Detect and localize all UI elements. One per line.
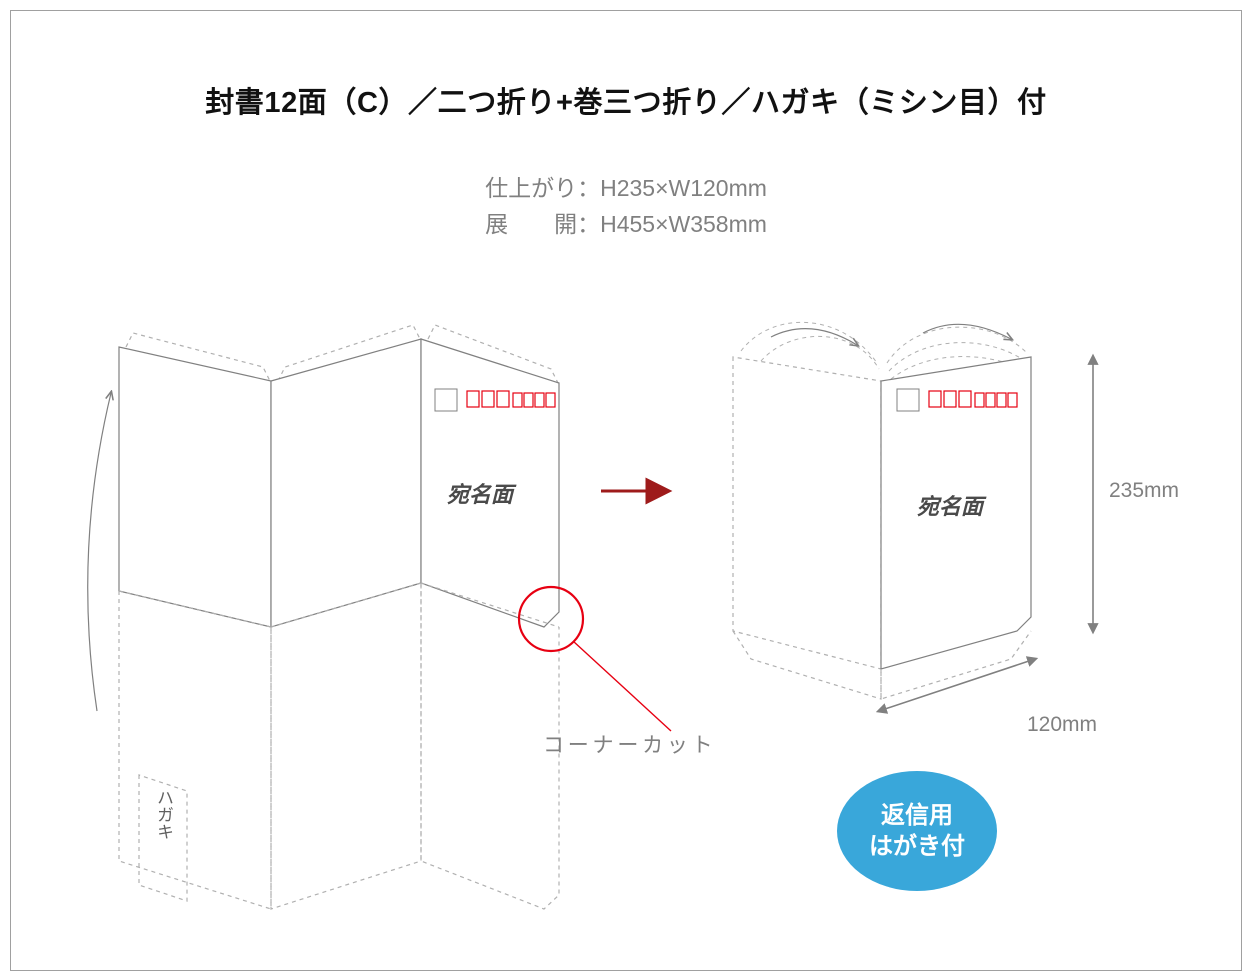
badge-line1: 返信用 bbox=[881, 802, 953, 829]
diagram-svg bbox=[11, 11, 1241, 970]
label-corner-cut: コーナーカット bbox=[543, 729, 716, 759]
label-address-face-left: 宛名面 bbox=[447, 477, 513, 509]
label-dim-width: 120mm bbox=[1027, 713, 1097, 737]
label-dim-height: 235mm bbox=[1109, 479, 1179, 503]
diagram-frame: 封書12面（C）／二つ折り+巻三つ折り／ハガキ（ミシン目）付 仕上がり：H235… bbox=[10, 10, 1242, 971]
label-postcard: ハガキ bbox=[151, 789, 176, 840]
reply-postcard-badge: 返信用 はがき付 bbox=[837, 771, 997, 891]
label-address-face-right: 宛名面 bbox=[917, 489, 983, 521]
badge-line2: はがき付 bbox=[869, 833, 965, 860]
